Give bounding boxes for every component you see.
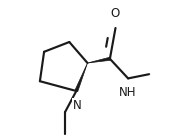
Text: O: O	[111, 7, 120, 20]
Text: NH: NH	[119, 86, 137, 99]
Text: N: N	[73, 99, 82, 112]
Polygon shape	[88, 57, 110, 63]
Polygon shape	[75, 63, 88, 92]
